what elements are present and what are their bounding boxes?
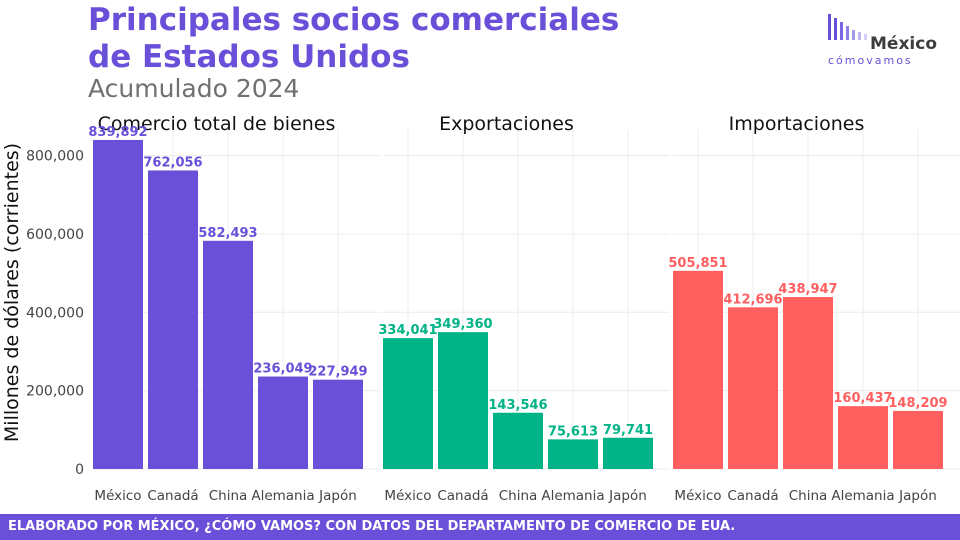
x-tick-label: Japón [318, 488, 357, 504]
x-tick-label: Alemania [831, 488, 894, 504]
footer-credit: ELABORADO POR MÉXICO, ¿CÓMO VAMOS? CON D… [8, 519, 736, 534]
bar-japón [893, 410, 943, 469]
y-tick-label: 800,000 [26, 149, 84, 165]
data-label: 334,041 [378, 323, 437, 338]
x-tick-label: Japón [898, 488, 937, 504]
x-tick-label: Japón [608, 488, 647, 504]
logo-bars-icon [828, 14, 867, 40]
data-label: 505,851 [668, 256, 727, 271]
x-tick-label: Canadá [727, 488, 778, 504]
x-tick-label: Canadá [147, 488, 198, 504]
y-tick-label: 0 [75, 462, 84, 478]
chart-title: Principales socios comerciales de Estado… [88, 2, 620, 75]
x-tick-label: Canadá [437, 488, 488, 504]
data-label: 762,056 [143, 155, 202, 170]
footer-bar: ELABORADO POR MÉXICO, ¿CÓMO VAMOS? CON D… [0, 514, 960, 540]
bar-japón [603, 437, 653, 469]
data-label: 148,209 [888, 396, 947, 411]
logo-name: México [870, 34, 937, 54]
panel-title: Importaciones [729, 113, 865, 135]
y-axis-label: Millones de dólares (corrientes) [1, 143, 23, 442]
data-label: 75,613 [548, 424, 598, 439]
data-label: 438,947 [778, 282, 837, 297]
x-tick-label: China [209, 488, 248, 504]
y-tick-label: 400,000 [26, 305, 84, 321]
data-label: 79,741 [603, 423, 653, 438]
data-label: 582,493 [198, 226, 257, 241]
x-tick-label: México [384, 488, 431, 504]
bar-alemania [548, 439, 598, 469]
x-tick-label: Alemania [251, 488, 314, 504]
bar-alemania [838, 406, 888, 469]
faceted-bar-chart: Millones de dólares (corrientes) 0 200,000… [1, 113, 960, 504]
bar-canadá [148, 170, 198, 469]
panel-title: Exportaciones [439, 113, 574, 135]
data-label: 160,437 [833, 391, 892, 406]
bar-japón [313, 379, 363, 469]
data-label: 236,049 [253, 362, 312, 377]
data-label: 227,949 [308, 365, 367, 380]
logo-tagline: cómovamos [828, 54, 913, 67]
y-tick-label: 200,000 [26, 384, 84, 400]
bar-méxico [383, 338, 433, 469]
x-tick-label: México [94, 488, 141, 504]
y-tick-label: 600,000 [26, 227, 84, 243]
bar-canadá [438, 332, 488, 469]
bar-canadá [728, 307, 778, 469]
bar-china [783, 297, 833, 469]
bar-china [203, 240, 253, 469]
bar-méxico [673, 270, 723, 469]
x-tick-label: México [674, 488, 721, 504]
data-label: 839,892 [88, 125, 147, 140]
panel-title: Comercio total de bienes [98, 113, 336, 135]
bar-méxico [93, 139, 143, 469]
data-label: 412,696 [723, 292, 782, 307]
mexico-como-vamos-logo: México cómovamos [826, 12, 946, 68]
data-label: 143,546 [488, 398, 547, 413]
chart-subtitle: Acumulado 2024 [88, 74, 300, 103]
x-tick-label: China [789, 488, 828, 504]
bar-alemania [258, 376, 308, 469]
x-tick-label: Alemania [541, 488, 604, 504]
data-label: 349,360 [433, 317, 492, 332]
bar-china [493, 412, 543, 469]
x-tick-label: China [499, 488, 538, 504]
